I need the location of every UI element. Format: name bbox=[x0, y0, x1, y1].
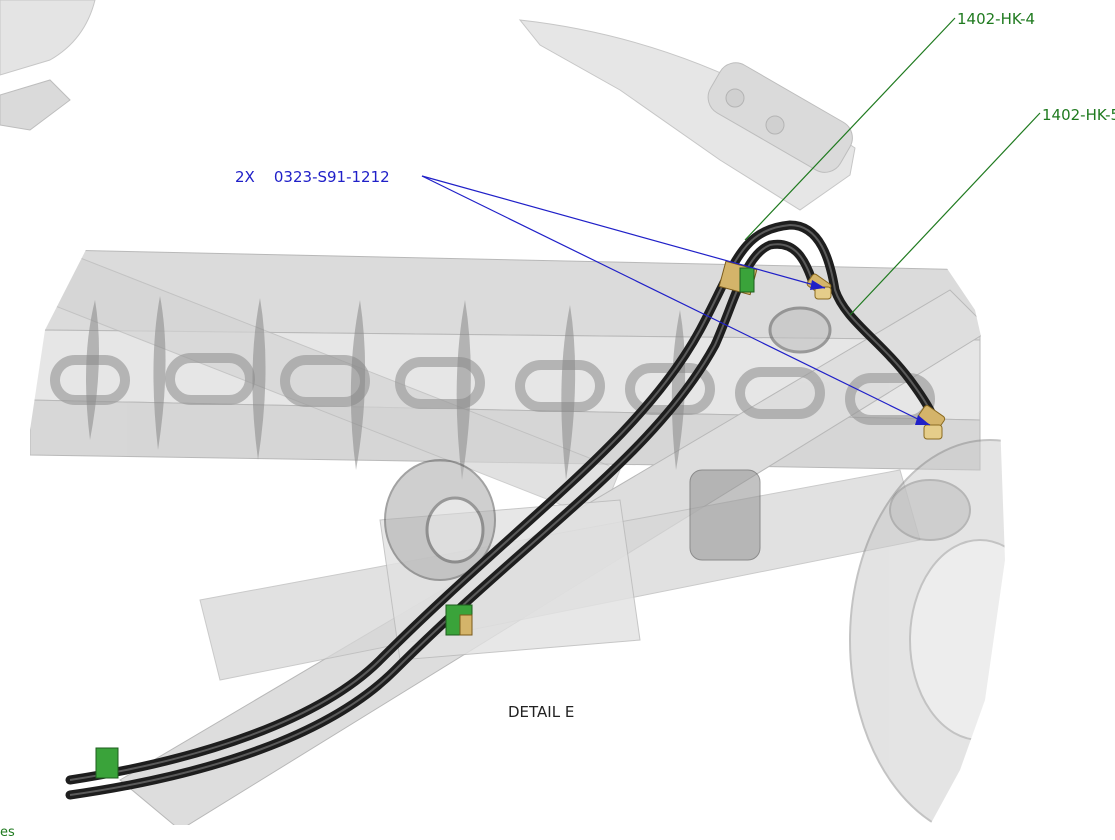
hose-fittings bbox=[806, 273, 946, 440]
right-disc bbox=[849, 439, 1005, 825]
detail-title: DETAIL E bbox=[508, 703, 574, 721]
neighbor-detail-fragment-left bbox=[0, 0, 96, 131]
neighbor-detail-fragment-top bbox=[518, 19, 856, 211]
fitting-callout: 2X 0323-S91-1212 bbox=[235, 168, 390, 186]
hose-callout-hk5: 1402-HK-5 bbox=[1042, 106, 1115, 124]
leader-lines bbox=[421, 17, 1041, 426]
hose-callout-hk4: 1402-HK-4 bbox=[957, 10, 1035, 28]
tines bbox=[86, 296, 686, 480]
corner-note: es bbox=[0, 825, 15, 840]
hose-clamps bbox=[95, 260, 758, 779]
hydraulic-hoses bbox=[65, 220, 940, 800]
